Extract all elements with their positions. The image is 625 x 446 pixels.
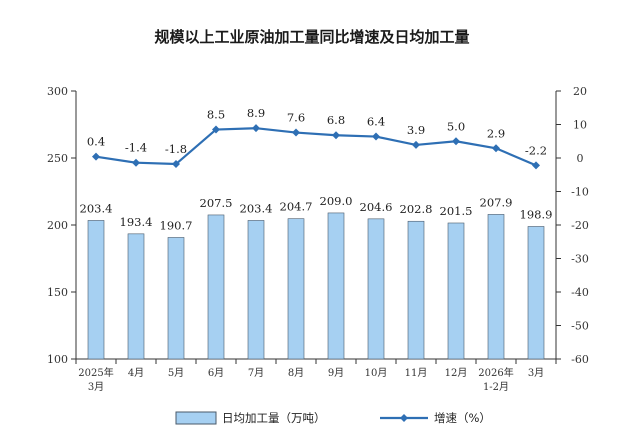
left-tick-label: 250 xyxy=(47,152,68,165)
bar xyxy=(207,214,225,360)
x-tick-label: 8月 xyxy=(288,367,304,379)
right-tick-label: -20 xyxy=(571,219,589,232)
bar-value-label: 204.7 xyxy=(280,200,313,214)
bar-value-label: 190.7 xyxy=(160,218,193,232)
line-point xyxy=(132,158,140,167)
bar xyxy=(447,222,465,360)
line-value-label: -1.8 xyxy=(165,142,187,156)
bar xyxy=(287,218,305,360)
legend-line-label: 增速（%） xyxy=(434,411,491,425)
line-value-label: 7.6 xyxy=(287,111,305,125)
bar-value-label: 209.0 xyxy=(320,194,353,208)
line-value-label: 8.5 xyxy=(207,108,225,122)
line-point xyxy=(412,140,420,149)
left-tick-label: 200 xyxy=(47,219,68,232)
bar-series: 203.4 193.4 190.7 207.5 203.4 204.7 209.0 204.6… xyxy=(80,194,553,360)
x-tick-label: 5月 xyxy=(168,367,184,379)
axes: 100 150 200 250 300 -60 -50 -40 -30 -20 -10 0 10 20 xyxy=(47,85,589,366)
right-tick-label: -50 xyxy=(571,320,589,333)
left-tick-label: 150 xyxy=(47,286,68,299)
x-tick-label: 6月 xyxy=(208,367,224,379)
right-tick-label: -10 xyxy=(571,186,589,199)
bar-value-label: 202.8 xyxy=(400,202,433,216)
left-tick-label: 300 xyxy=(47,85,68,98)
x-tick-label: 11月 xyxy=(405,367,428,379)
right-tick-label: -60 xyxy=(571,353,589,366)
line-series: 0.4 -1.4 -1.8 8.5 8.9 7.6 6.8 6.4 3.9 5.0 2.9 -2.2 xyxy=(87,106,547,170)
right-tick-label: 20 xyxy=(573,85,587,98)
line-point xyxy=(332,131,340,140)
chart-title: 规模以上工业原油加工量同比增速及日均加工量 xyxy=(154,28,469,46)
x-tick-label: 10月 xyxy=(365,367,388,379)
bar xyxy=(487,214,505,360)
bar xyxy=(327,212,345,360)
bar xyxy=(367,218,385,360)
legend: 日均加工量（万吨） 增速（%） xyxy=(175,411,491,425)
line-point xyxy=(252,124,260,133)
x-tick-label: 4月 xyxy=(128,367,144,379)
bar-value-label: 193.4 xyxy=(120,215,153,229)
bar-value-label: 203.4 xyxy=(80,201,113,215)
line-point xyxy=(532,161,540,170)
line-value-label: 5.0 xyxy=(447,119,465,133)
x-tick-label: 9月 xyxy=(328,367,344,379)
line-value-label: 2.9 xyxy=(487,126,505,140)
x-tick-label: 12月 xyxy=(445,367,468,379)
line-value-label: -1.4 xyxy=(125,141,147,155)
x-tick-label: 1-2月 xyxy=(483,381,509,393)
bar xyxy=(127,233,145,360)
line-value-label: 6.8 xyxy=(327,113,345,127)
category-labels: 2025年 3月 4月 5月 6月 7月 8月 9月 10月 11月 12月 2026年 1-2月 3月 xyxy=(78,366,544,393)
x-tick-label: 3月 xyxy=(88,381,104,393)
bar-value-label: 207.9 xyxy=(480,195,513,209)
line-point xyxy=(92,152,100,161)
line-value-label: -2.2 xyxy=(525,143,547,157)
line-value-label: 6.4 xyxy=(367,115,385,129)
legend-bar-swatch xyxy=(175,411,217,425)
left-tick-label: 100 xyxy=(47,353,68,366)
bar-value-label: 203.4 xyxy=(240,201,273,215)
bar-value-label: 204.6 xyxy=(360,200,393,214)
bar xyxy=(407,220,425,360)
right-tick-label: -30 xyxy=(571,253,589,266)
bar xyxy=(247,220,265,360)
x-tick-label: 3月 xyxy=(528,367,544,379)
line-value-label: 8.9 xyxy=(247,106,265,120)
bar xyxy=(167,237,185,360)
legend-bar-label: 日均加工量（万吨） xyxy=(222,411,326,425)
x-tick-label: 2026年 xyxy=(478,366,513,379)
bar-value-label: 201.5 xyxy=(440,204,473,218)
line-point xyxy=(172,160,180,169)
line-point xyxy=(212,125,220,134)
bar-value-label: 207.5 xyxy=(200,196,233,210)
line-point xyxy=(292,128,300,137)
right-tick-label: 10 xyxy=(573,119,587,132)
series-line xyxy=(95,127,537,167)
bar xyxy=(527,226,545,360)
right-tick-label: 0 xyxy=(577,152,584,165)
x-tick-label: 7月 xyxy=(248,367,264,379)
line-point xyxy=(492,144,500,153)
legend-line-marker xyxy=(400,414,408,422)
line-value-label: 3.9 xyxy=(407,123,425,137)
x-tick-label: 2025年 xyxy=(78,366,113,379)
line-point xyxy=(372,132,380,141)
bar-value-label: 198.9 xyxy=(520,207,553,221)
line-point xyxy=(452,137,460,146)
right-tick-label: -40 xyxy=(571,286,589,299)
bar xyxy=(87,220,105,360)
line-value-label: 0.4 xyxy=(87,135,105,149)
